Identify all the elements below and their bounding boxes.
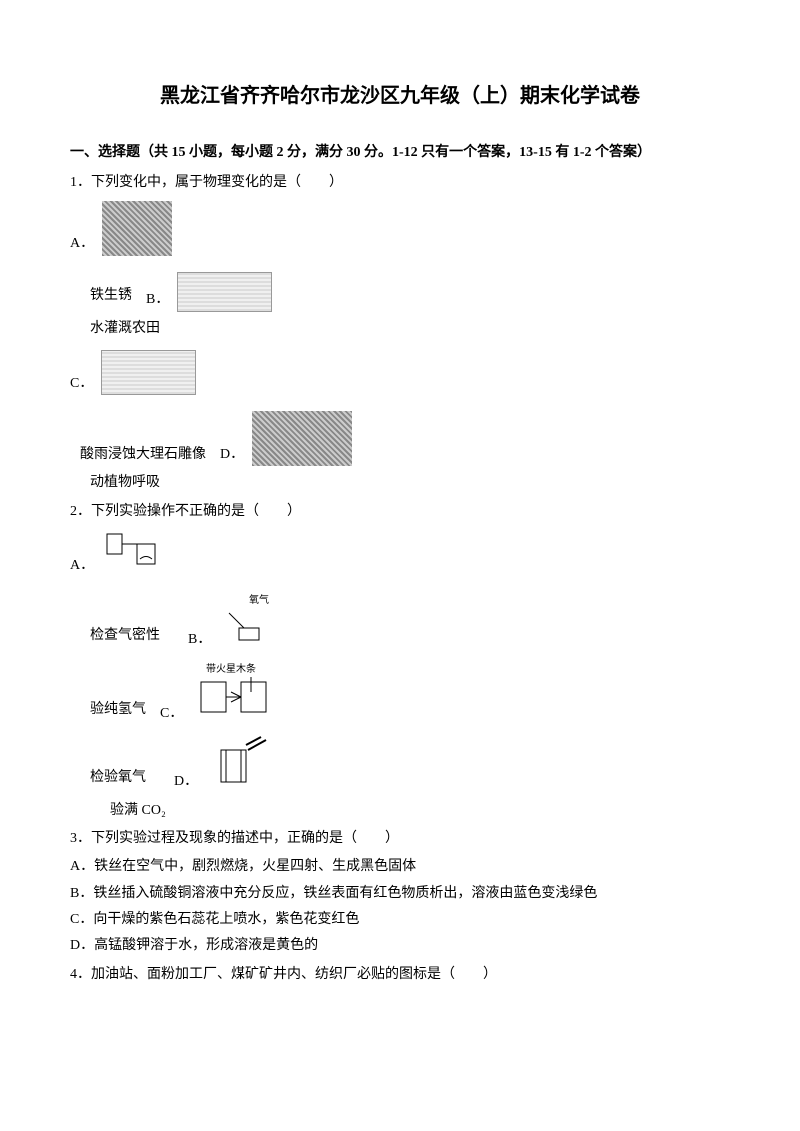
section-header: 一、选择题（共 15 小题，每小题 2 分，满分 30 分。1-12 只有一个答… bbox=[70, 142, 730, 164]
q1-opt-d-row: 酸雨浸蚀大理石雕像 D． bbox=[70, 411, 730, 466]
question-2: 2．下列实验操作不正确的是（ ） A． 检查气密性 B． 氧气 验纯氢气 C． bbox=[70, 501, 730, 822]
q2-label-b: 验纯氢气 bbox=[90, 699, 146, 721]
q1-opt-b-label: B． bbox=[146, 289, 169, 311]
q1-opt-d-label: D． bbox=[220, 444, 244, 466]
q2-opt-a-label: A． bbox=[70, 555, 94, 577]
q3-opt-c: C．向干燥的紫色石蕊花上喷水，紫色花变红色 bbox=[70, 909, 730, 931]
q2-label-d: 验满 CO₂ bbox=[110, 800, 730, 822]
q2-img-d bbox=[206, 735, 276, 793]
q2-label-a: 检查气密性 bbox=[90, 625, 160, 647]
q4-text: 4．加油站、面粉加工厂、煤矿矿井内、纺织厂必贴的图标是（ ） bbox=[70, 964, 730, 986]
q1-opt-a-label: A． bbox=[70, 233, 94, 255]
q1-opt-a-row: A． bbox=[70, 201, 730, 256]
q1-img-b bbox=[177, 272, 272, 312]
q1-label-b: 水灌溉农田 bbox=[90, 318, 730, 340]
q2-opt-d-label: D． bbox=[174, 771, 198, 793]
q3-opt-a: A．铁丝在空气中，剧烈燃烧，火星四射、生成黑色固体 bbox=[70, 856, 730, 878]
q2-img-c-text: 带火星木条 bbox=[206, 662, 256, 675]
q1-img-c bbox=[101, 350, 196, 395]
q2-text: 2．下列实验操作不正确的是（ ） bbox=[70, 501, 730, 523]
q1-opt-c-label: C． bbox=[70, 373, 93, 395]
q2-img-a bbox=[102, 529, 162, 577]
q2-label-c: 检验氧气 bbox=[90, 767, 146, 789]
q2-opt-b-row: 检查气密性 B． 氧气 bbox=[70, 593, 730, 651]
q2-img-b-text: 氧气 bbox=[249, 593, 269, 606]
q1-img-d bbox=[252, 411, 352, 466]
q2-opt-b-label: B． bbox=[188, 629, 211, 651]
q3-text: 3．下列实验过程及现象的描述中，正确的是（ ） bbox=[70, 828, 730, 850]
q2-opt-a-row: A． bbox=[70, 529, 730, 577]
question-1: 1．下列变化中，属于物理变化的是（ ） A． 铁生锈 B． 水灌溉农田 C． 酸… bbox=[70, 172, 730, 494]
page-title: 黑龙江省齐齐哈尔市龙沙区九年级（上）期末化学试卷 bbox=[70, 80, 730, 112]
q1-opt-c-row: C． bbox=[70, 350, 730, 395]
question-4: 4．加油站、面粉加工厂、煤矿矿井内、纺织厂必贴的图标是（ ） bbox=[70, 964, 730, 986]
q3-opt-b: B．铁丝插入硫酸铜溶液中充分反应，铁丝表面有红色物质析出，溶液由蓝色变浅绿色 bbox=[70, 883, 730, 905]
q1-label-c: 酸雨浸蚀大理石雕像 bbox=[80, 444, 206, 466]
q2-img-c: 带火星木条 bbox=[191, 662, 281, 725]
q1-opt-b-row: 铁生锈 B． bbox=[70, 272, 730, 312]
q1-text: 1．下列变化中，属于物理变化的是（ ） bbox=[70, 172, 730, 194]
q2-opt-d-row: 检验氧气 D． bbox=[70, 735, 730, 793]
q2-opt-c-label: C． bbox=[160, 703, 183, 725]
q2-img-b: 氧气 bbox=[219, 593, 279, 651]
q1-label-d: 动植物呼吸 bbox=[90, 472, 730, 494]
q2-opt-c-row: 验纯氢气 C． 带火星木条 bbox=[70, 662, 730, 725]
question-3: 3．下列实验过程及现象的描述中，正确的是（ ） A．铁丝在空气中，剧烈燃烧，火星… bbox=[70, 828, 730, 958]
q1-label-a: 铁生锈 bbox=[90, 285, 132, 307]
q1-img-a bbox=[102, 201, 172, 256]
q3-opt-d: D．高锰酸钾溶于水，形成溶液是黄色的 bbox=[70, 935, 730, 957]
